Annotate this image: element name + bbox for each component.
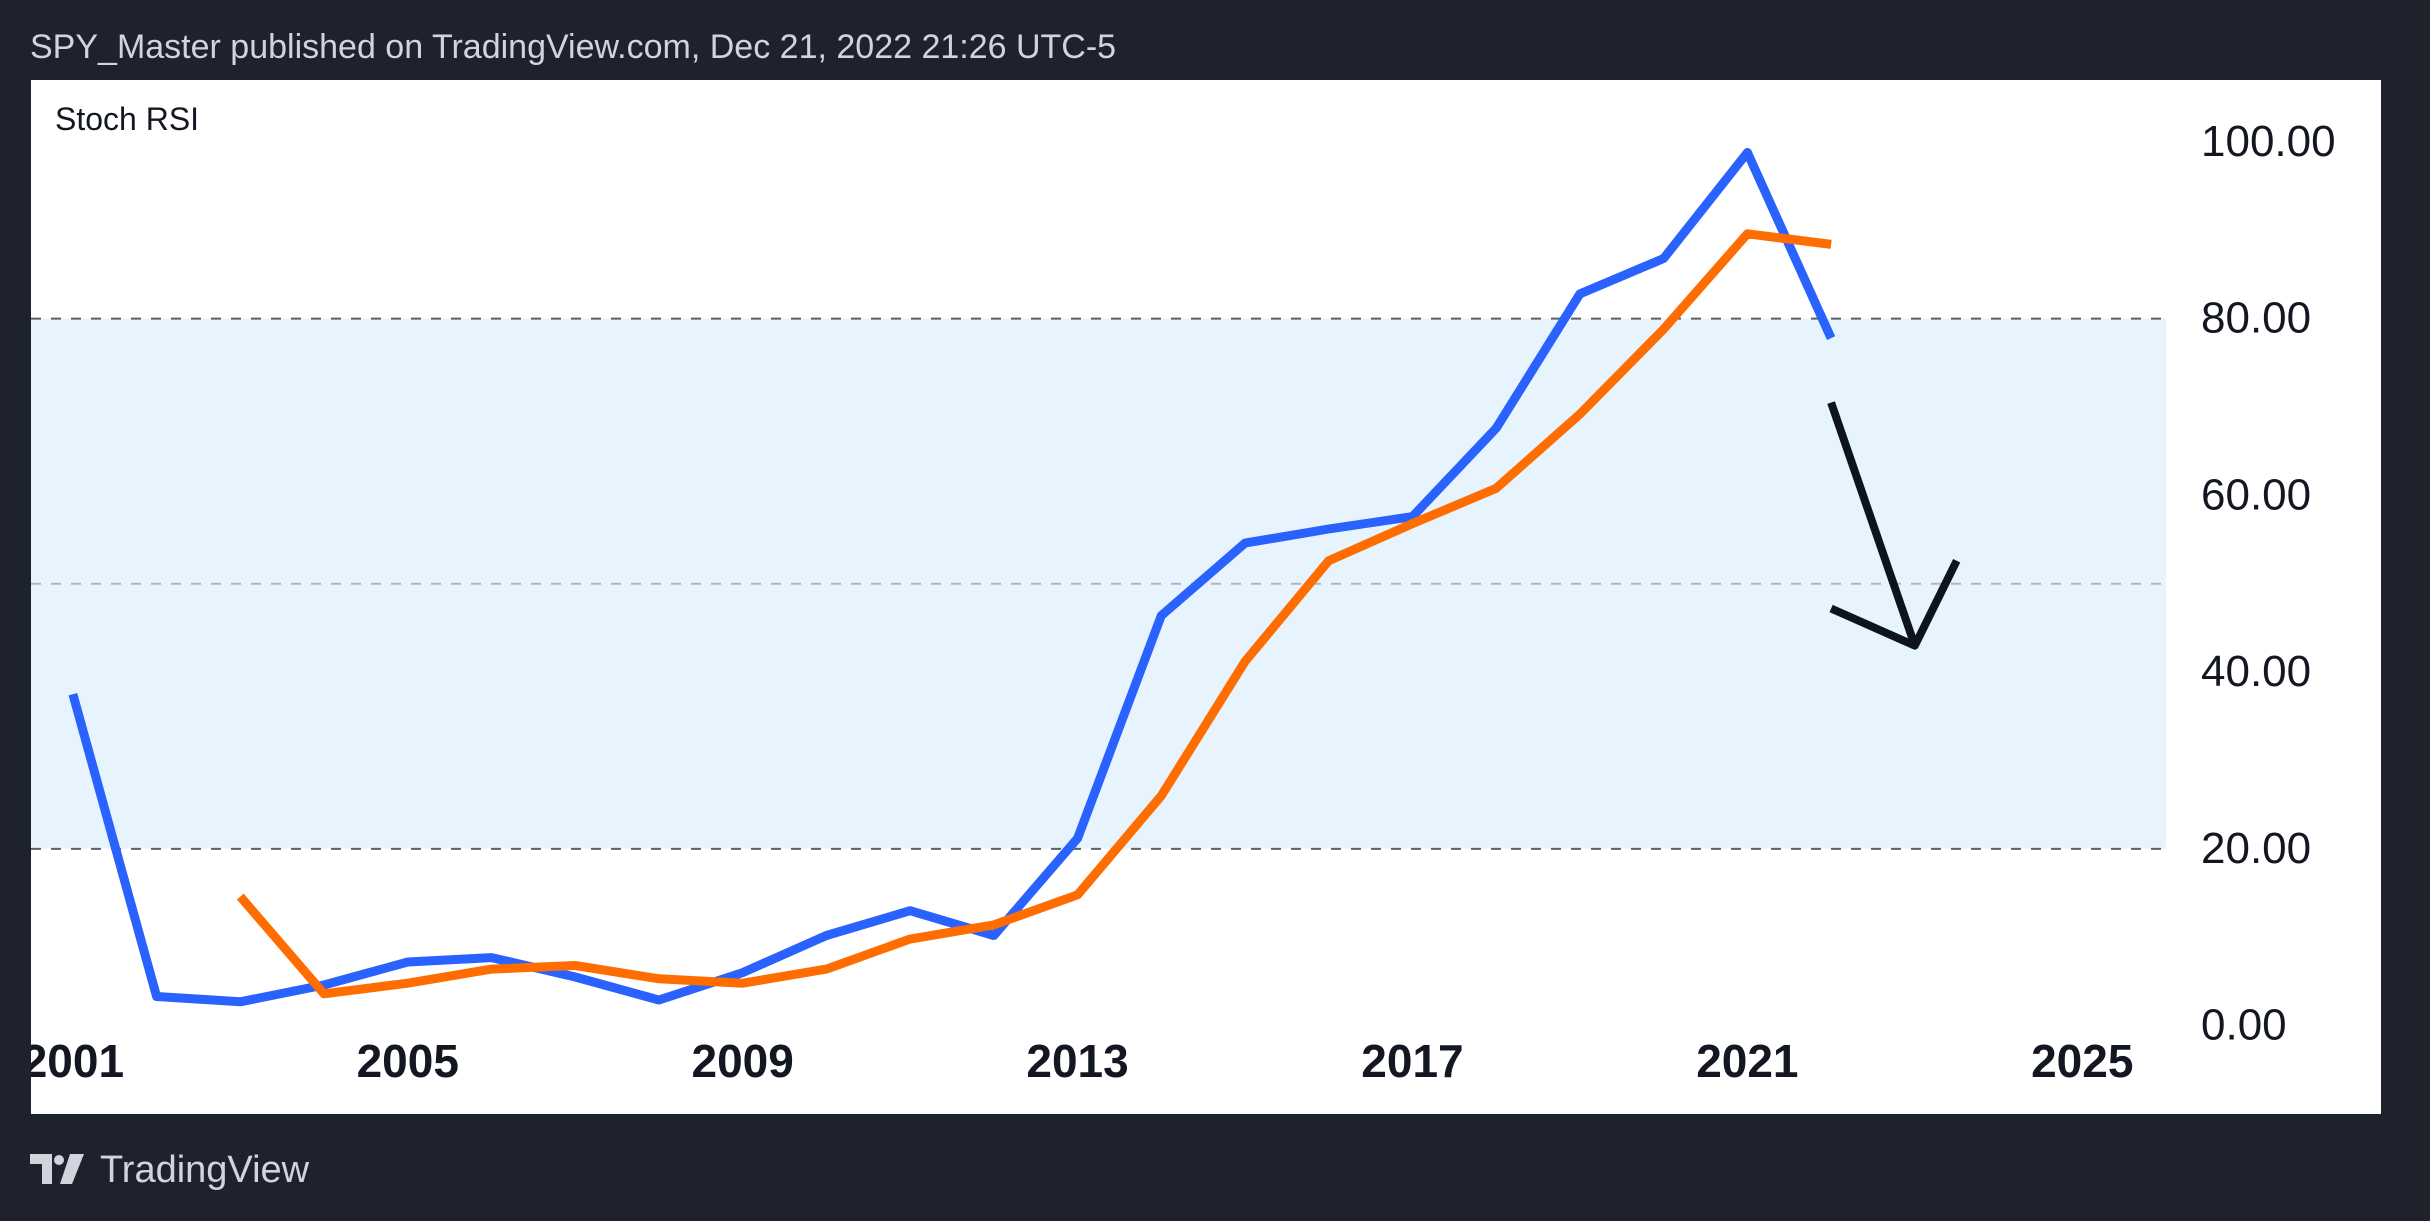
chart-panel[interactable]: 0.00 20.00 40.00 60.00 80.00 100.00 2001 2005 2…: [31, 80, 2381, 1114]
x-tick-label: 2001: [31, 1035, 124, 1087]
series-line-pct-d[interactable]: [236, 229, 1832, 999]
y-tick-label: 60.00: [2201, 470, 2311, 519]
x-axis[interactable]: 2001 2005 2009 2013 2017 2021 2025: [31, 1035, 2133, 1087]
x-tick-label: 2005: [357, 1035, 459, 1087]
published-info: SPY_Master published on TradingView.com,…: [30, 28, 1117, 66]
y-tick-label: 20.00: [2201, 824, 2311, 873]
x-tick-label: 2025: [2031, 1035, 2133, 1087]
x-tick-label: 2013: [1026, 1035, 1128, 1087]
y-tick-label: 80.00: [2201, 294, 2311, 343]
tradingview-brand-label: TradingView: [100, 1149, 310, 1191]
annotation-layer: [1827, 401, 1961, 650]
y-tick-label: 100.00: [2201, 117, 2336, 166]
series-line-pct-k[interactable]: [68, 148, 1836, 1007]
arrow-annotation-head[interactable]: [1829, 558, 1961, 650]
x-tick-label: 2017: [1361, 1035, 1463, 1087]
arrow-annotation-shaft[interactable]: [1827, 401, 1919, 647]
x-tick-label: 2021: [1696, 1035, 1798, 1087]
tradingview-logo-icon: [30, 1154, 84, 1184]
y-tick-label: 0.00: [2201, 1001, 2287, 1050]
tradingview-footer[interactable]: TradingView: [30, 1146, 309, 1194]
y-axis[interactable]: 0.00 20.00 40.00 60.00 80.00 100.00: [2201, 117, 2336, 1050]
series-layer: [68, 148, 1836, 1007]
y-tick-label: 40.00: [2201, 647, 2311, 696]
chart-title: Stoch RSI: [55, 101, 199, 137]
x-tick-label: 2009: [691, 1035, 793, 1087]
